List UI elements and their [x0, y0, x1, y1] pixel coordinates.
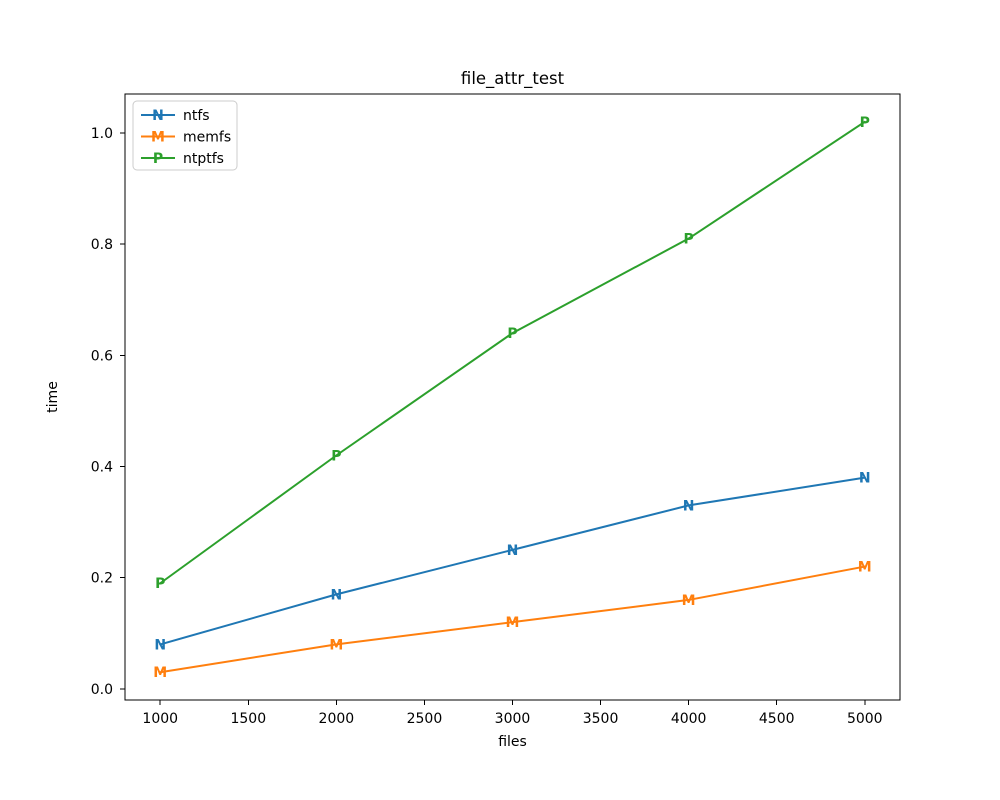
x-tick-label: 1500: [230, 711, 266, 727]
marker-ntfs: N: [154, 637, 166, 653]
y-tick-label: 0.8: [91, 237, 113, 253]
series-line-ntptfs: [159, 120, 866, 585]
legend-label-ntfs: ntfs: [183, 108, 210, 124]
y-tick-label: 0.2: [91, 571, 113, 587]
x-tick-label: 2500: [407, 711, 443, 727]
y-tick-label: 0.6: [91, 348, 113, 364]
marker-ntptfs: P: [155, 576, 165, 592]
x-tick-label: 4500: [759, 711, 795, 727]
marker-ntptfs: P: [860, 115, 870, 131]
marker-memfs: M: [329, 637, 343, 653]
marker-ntptfs: P: [507, 326, 517, 342]
legend-marker-ntfs: N: [152, 108, 164, 124]
marker-memfs: M: [682, 593, 696, 609]
marker-memfs: M: [858, 560, 872, 576]
legend-label-memfs: memfs: [183, 130, 231, 146]
marker-ntfs: N: [331, 587, 343, 603]
legend-label-ntptfs: ntptfs: [183, 151, 224, 167]
marker-ntptfs: P: [684, 232, 694, 248]
y-tick-label: 0.0: [91, 682, 113, 698]
x-tick-label: 1000: [142, 711, 178, 727]
chart-title: file_attr_test: [461, 69, 565, 89]
x-axis-label: files: [498, 734, 527, 750]
marker-memfs: M: [153, 665, 167, 681]
series-line-memfs: [159, 565, 866, 674]
y-tick-label: 1.0: [91, 126, 113, 142]
x-tick-label: 3000: [495, 711, 531, 727]
marker-ntfs: N: [859, 471, 871, 487]
legend-marker-memfs: M: [151, 130, 165, 146]
marker-memfs: M: [506, 615, 520, 631]
y-axis-label: time: [45, 381, 61, 413]
x-tick-label: 4000: [671, 711, 707, 727]
y-tick-label: 0.4: [91, 459, 113, 475]
legend-marker-ntptfs: P: [153, 151, 163, 167]
x-tick-label: 3500: [583, 711, 619, 727]
legend-box: [132, 100, 238, 171]
x-tick-label: 2000: [319, 711, 355, 727]
x-tick-label: 5000: [847, 711, 883, 727]
marker-ntfs: N: [683, 498, 695, 514]
series-line-ntfs: [159, 476, 866, 646]
plot-area: [124, 93, 901, 701]
marker-ntfs: N: [507, 543, 519, 559]
marker-ntptfs: P: [331, 448, 341, 464]
